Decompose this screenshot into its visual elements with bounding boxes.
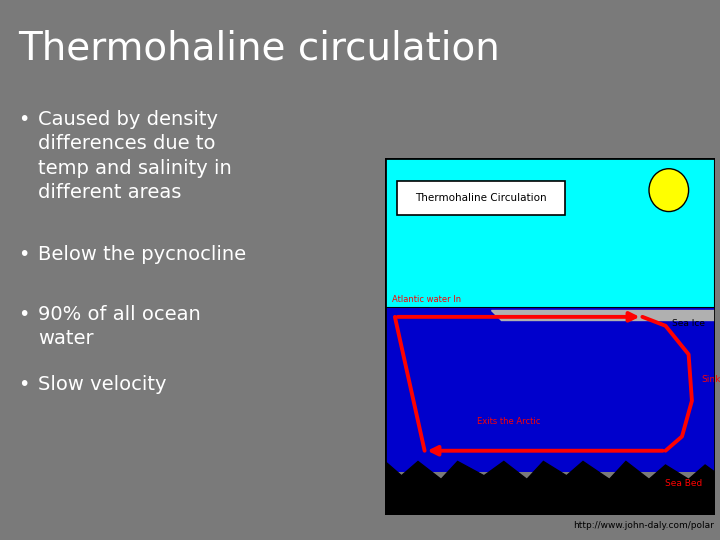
Text: 90% of all ocean
water: 90% of all ocean water <box>38 305 201 348</box>
Text: •: • <box>18 305 30 324</box>
Text: •: • <box>18 110 30 129</box>
Bar <box>385 158 715 308</box>
Polygon shape <box>490 310 715 320</box>
Text: •: • <box>18 245 30 264</box>
Text: Exits the Arctic: Exits the Arctic <box>477 417 541 426</box>
Polygon shape <box>385 462 715 515</box>
FancyBboxPatch shape <box>397 181 565 215</box>
Text: •: • <box>18 375 30 394</box>
Text: Slow velocity: Slow velocity <box>38 375 166 394</box>
Bar <box>385 308 715 472</box>
Circle shape <box>649 168 688 212</box>
Text: Thermohaline Circulation: Thermohaline Circulation <box>415 193 546 203</box>
Text: Sinks: Sinks <box>702 375 720 384</box>
Text: Atlantic water In: Atlantic water In <box>392 295 461 305</box>
Text: Sea Ice: Sea Ice <box>672 319 705 328</box>
Text: Sea Bed: Sea Bed <box>665 480 702 488</box>
Text: Caused by density
differences due to
temp and salinity in
different areas: Caused by density differences due to tem… <box>38 110 232 202</box>
Text: http://www.john-daly.com/polar: http://www.john-daly.com/polar <box>573 521 714 530</box>
Text: Below the pycnocline: Below the pycnocline <box>38 245 246 264</box>
Text: Thermohaline circulation: Thermohaline circulation <box>18 30 500 68</box>
